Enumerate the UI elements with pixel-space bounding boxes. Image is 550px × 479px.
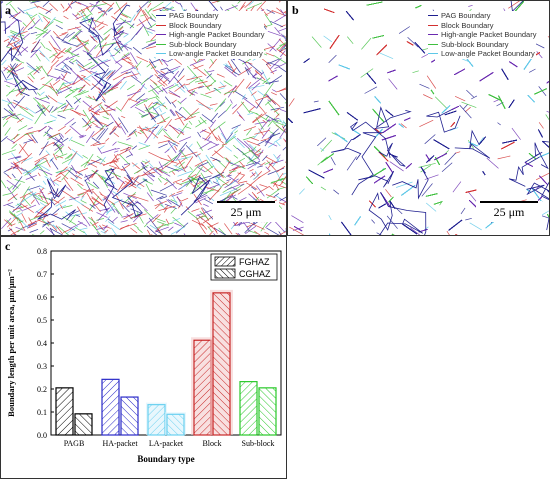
legend-label: Low-angle Packet Boundary <box>169 49 263 59</box>
la-packet-swatch <box>156 53 166 55</box>
y-tick-label: 0.4 <box>37 339 47 348</box>
scale-label: 25 μm <box>230 205 262 219</box>
legend-label: PAG Boundary <box>169 11 219 21</box>
y-tick-label: 0.5 <box>37 316 47 325</box>
legend-label: Sub-block Boundary <box>169 39 237 49</box>
bar-ha-packet-cghaz <box>120 396 139 436</box>
bar-la-packet-cghaz <box>166 413 185 436</box>
legend-item-sub-block: Sub-block Boundary <box>156 40 264 50</box>
panel-b-label: b <box>292 3 299 17</box>
sub-block-swatch <box>156 43 166 45</box>
scale-label: 25 μm <box>493 205 525 219</box>
legend-item-la-packet: Low-angle Packet Boundary <box>428 49 536 59</box>
bar-pagb-cghaz <box>74 413 93 436</box>
legend-item-pag: PAG Boundary <box>156 11 264 21</box>
legend-item-la-packet: Low-angle Packet Boundary <box>156 49 264 59</box>
y-tick-label: 0.0 <box>37 431 47 440</box>
sub-block-swatch <box>428 43 438 45</box>
y-tick-label: 0.1 <box>37 408 47 417</box>
y-tick-label: 0.3 <box>37 362 47 371</box>
legend-item-ha-packet: High-angle Packet Boundary <box>428 30 536 40</box>
legend-swatch-cghaz <box>214 268 236 279</box>
legend-label-cghaz: CGHAZ <box>239 269 271 279</box>
x-tick-label: Sub-block <box>242 439 275 448</box>
x-axis-title: Boundary type <box>137 454 194 464</box>
pag-swatch <box>156 15 166 17</box>
bar-ha-packet-fghaz <box>101 378 120 436</box>
legend-label-fghaz: FGHAZ <box>239 257 270 267</box>
legend-label: Sub-block Boundary <box>441 39 509 49</box>
y-tick-label: 0.6 <box>37 293 47 302</box>
bar-block-cghaz <box>212 292 231 436</box>
scale-bar-a: 25 μm <box>213 201 279 222</box>
panel-a-label: a <box>5 3 11 17</box>
scale-line <box>217 201 275 203</box>
chart-legend: FGHAZ CGHAZ <box>210 253 278 281</box>
boundary-length-chart: 0.0 0.1 0.2 0.3 0.4 0.5 0.6 0.7 0.8 PAGB HA-packet… <box>6 247 282 464</box>
bar-pagb-fghaz <box>55 387 74 436</box>
legend-label: Block Boundary <box>169 20 222 30</box>
legend-label: High-angle Packet Boundary <box>441 30 537 40</box>
map-legend-b: PAG Boundary Block Boundary High-angle P… <box>428 11 537 59</box>
ha-packet-swatch <box>428 34 438 36</box>
pag-swatch <box>428 15 438 17</box>
panel-c-label: c <box>5 239 11 253</box>
la-packet-swatch <box>428 53 438 55</box>
bar-block-fghaz <box>193 339 212 436</box>
x-tick-label: HA-packet <box>102 439 138 448</box>
bar-sub-block-fghaz <box>239 381 258 436</box>
bar-la-packet-fghaz <box>147 404 166 436</box>
legend-label: PAG Boundary <box>441 11 491 21</box>
legend-item-block: Block Boundary <box>156 21 264 31</box>
legend-item-block: Block Boundary <box>428 21 536 31</box>
x-tick-label: PAGB <box>64 439 85 448</box>
x-tick-label: LA-packet <box>149 439 184 448</box>
legend-item-sub-block: Sub-block Boundary <box>428 40 536 50</box>
ha-packet-swatch <box>156 34 166 36</box>
map-legend-a: PAG Boundary Block Boundary High-angle P… <box>156 11 265 59</box>
legend-label: Low-angle Packet Boundary <box>441 49 535 59</box>
legend-item-pag: PAG Boundary <box>428 11 536 21</box>
y-axis-title: Boundary length per unit area, μm/μm⁻² <box>6 269 16 417</box>
panel-b-boundary-map: b PAG Boundary Block Boundary High-angle… <box>287 0 550 236</box>
panel-c-bar-chart: c 0.0 0.1 0.2 0.3 0.4 0.5 0.6 0.7 0.8 PAGB HA-pack… <box>0 236 287 479</box>
scale-line <box>480 201 538 203</box>
y-tick-label: 0.8 <box>37 247 47 256</box>
legend-item-ha-packet: High-angle Packet Boundary <box>156 30 264 40</box>
panel-a-boundary-map: a PAG Boundary Block Boundary High-angle… <box>0 0 287 236</box>
block-swatch <box>428 24 438 26</box>
bar-sub-block-cghaz <box>258 387 277 436</box>
y-tick-label: 0.2 <box>37 385 47 394</box>
legend-label: High-angle Packet Boundary <box>169 30 265 40</box>
legend-label: Block Boundary <box>441 20 494 30</box>
x-tick-label: Block <box>202 439 221 448</box>
scale-bar-b: 25 μm <box>476 201 542 222</box>
y-tick-label: 0.7 <box>37 270 47 279</box>
legend-swatch-fghaz <box>214 256 236 267</box>
block-swatch <box>156 24 166 26</box>
